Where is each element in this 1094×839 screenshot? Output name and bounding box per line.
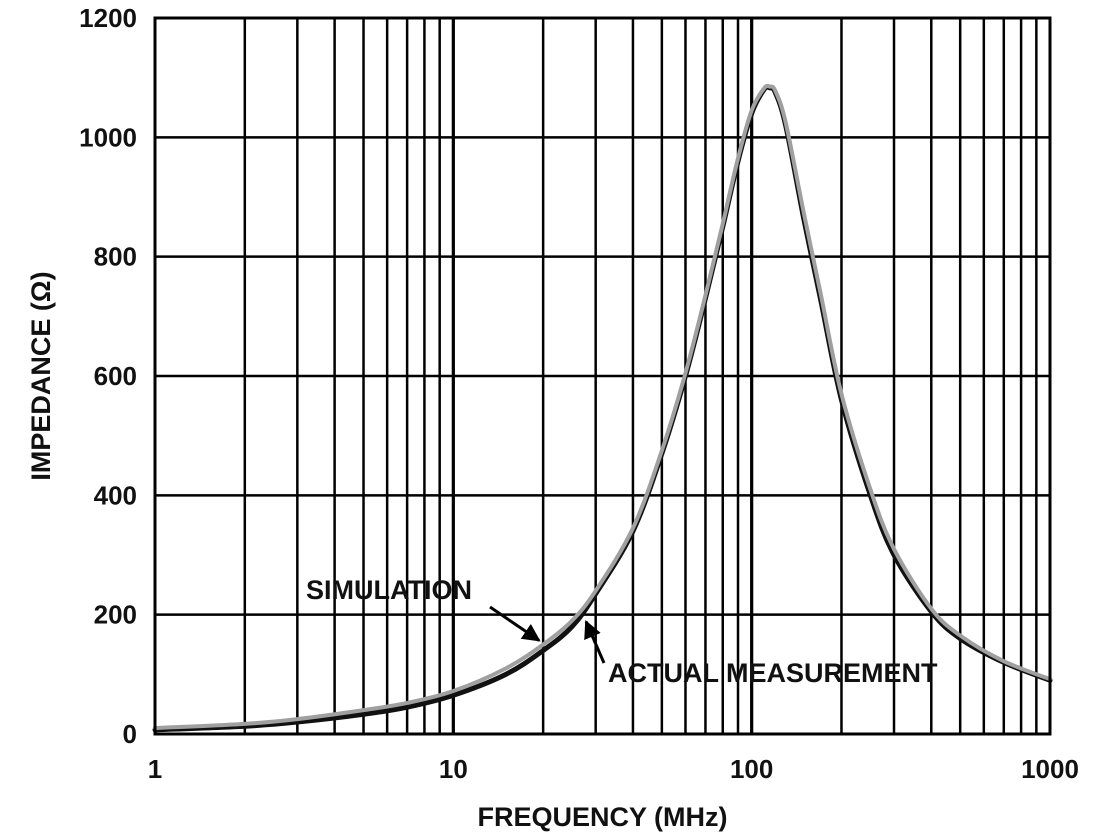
- y-tick-label: 1200: [79, 3, 137, 33]
- plot-frame: [153, 16, 1052, 736]
- grid: [155, 18, 1050, 734]
- y-tick-label: 400: [94, 480, 137, 510]
- annotation-arrow: [489, 605, 541, 642]
- annotation-label: SIMULATION: [306, 575, 472, 605]
- annotation-label: ACTUAL MEASUREMENT: [608, 658, 938, 688]
- series-line-simulation: [153, 83, 1052, 731]
- series-line-actual-measurement: [152, 84, 1053, 733]
- y-tick-labels: 0 200 400 600 800 1000 1200: [79, 3, 137, 749]
- x-tick-label: 1000: [1021, 754, 1079, 784]
- annotations: SIMULATION ACTUAL MEASUREMENT: [306, 575, 938, 688]
- y-tick-label: 800: [94, 242, 137, 272]
- y-tick-label: 0: [123, 719, 137, 749]
- x-axis-title: FREQUENCY (MHz): [477, 802, 727, 832]
- y-tick-label: 1000: [79, 122, 137, 152]
- y-axis-title: IMPEDANCE (Ω): [26, 271, 56, 480]
- series-group: [152, 83, 1053, 733]
- x-tick-label: 100: [730, 754, 773, 784]
- y-tick-label: 200: [94, 600, 137, 630]
- annotation-arrow: [584, 619, 606, 664]
- x-tick-label: 10: [439, 754, 468, 784]
- x-tick-labels: 1 10 100 1000: [148, 754, 1079, 784]
- x-tick-label: 1: [148, 754, 162, 784]
- y-tick-label: 600: [94, 361, 137, 391]
